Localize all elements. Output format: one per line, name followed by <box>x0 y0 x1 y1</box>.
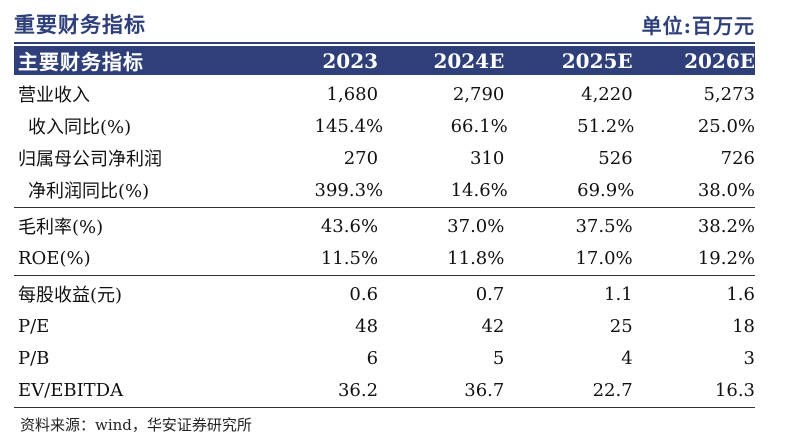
cell: 11.8% <box>447 247 505 269</box>
cell: 25 <box>609 315 633 337</box>
row-label: 毛利率(%) <box>18 217 104 238</box>
cell: 14.6% <box>450 179 508 201</box>
section-divider <box>14 207 755 208</box>
table-row: 归属母公司净利润 270 310 526 726 <box>14 142 755 174</box>
cell: 310 <box>470 147 505 169</box>
table-bottom-border <box>14 407 755 408</box>
row-label: P/E <box>18 315 50 337</box>
cell: 36.2 <box>337 379 379 401</box>
row-label: 归属母公司净利润 <box>18 149 162 170</box>
table-row: 毛利率(%) 43.6% 37.0% 37.5% 38.2% <box>14 210 755 242</box>
cell: 726 <box>720 147 755 169</box>
row-label: 每股收益(元) <box>18 285 123 306</box>
cell: 22.7 <box>592 379 633 401</box>
cell: 37.0% <box>447 215 505 237</box>
cell: 526 <box>598 147 633 169</box>
page-title: 重要财务指标 <box>14 12 146 37</box>
cell: 42 <box>481 315 505 337</box>
cell: 16.3 <box>714 379 755 401</box>
cell: 270 <box>343 147 379 169</box>
table-row: P/E 48 42 25 18 <box>14 310 755 342</box>
cell: 18 <box>732 315 755 337</box>
cell: 17.0% <box>575 247 633 269</box>
row-label: 净利润同比(%) <box>28 181 150 202</box>
cell: 5 <box>492 347 505 369</box>
row-label: 收入同比(%) <box>28 117 132 138</box>
cell: 6 <box>366 347 379 369</box>
unit-label: 单位:百万元 <box>641 13 755 38</box>
cell: 48 <box>355 315 379 337</box>
cell: 19.2% <box>697 247 755 269</box>
cell: 0.6 <box>349 283 379 305</box>
table-row: P/B 6 5 4 3 <box>14 342 755 374</box>
cell: 399.3% <box>314 179 384 201</box>
cell: 5,273 <box>703 83 755 105</box>
source-note: 资料来源：wind，华安证券研究所 <box>20 416 252 434</box>
table-row: ROE(%) 11.5% 11.8% 17.0% 19.2% <box>14 242 755 274</box>
section-divider <box>14 275 755 276</box>
cell: 25.0% <box>697 115 755 137</box>
cell: 66.1% <box>450 115 508 137</box>
column-header-2023: 2023 <box>322 48 379 73</box>
row-label: EV/EBITDA <box>18 379 124 401</box>
cell: 38.2% <box>697 215 755 237</box>
cell: 38.0% <box>697 179 755 201</box>
table-header-bar: 重要财务指标 单位:百万元 <box>14 8 755 40</box>
table-row: 收入同比(%) 145.4% 66.1% 51.2% 25.0% <box>14 110 755 142</box>
cell: 69.9% <box>577 179 635 201</box>
table-row: 净利润同比(%) 399.3% 14.6% 69.9% 38.0% <box>14 174 755 206</box>
cell: 1.6 <box>726 283 755 305</box>
cell: 3 <box>743 347 755 369</box>
row-label: P/B <box>18 347 50 369</box>
cell: 51.2% <box>577 115 635 137</box>
column-header-2026e: 2026E <box>684 48 755 73</box>
cell: 4,220 <box>581 83 633 105</box>
cell: 2,790 <box>452 83 505 105</box>
cell: 43.6% <box>320 215 379 237</box>
cell: 145.4% <box>314 115 384 137</box>
title-divider <box>14 42 755 44</box>
column-header-label: 主要财务指标 <box>18 50 144 74</box>
cell: 1,680 <box>326 83 379 105</box>
table-row: 营业收入 1,680 2,790 4,220 5,273 <box>14 78 755 110</box>
row-label: 营业收入 <box>18 85 90 106</box>
cell: 36.7 <box>464 379 505 401</box>
table-row: EV/EBITDA 36.2 36.7 22.7 16.3 <box>14 374 755 406</box>
table-column-header: 主要财务指标 2023 2024E 2025E 2026E <box>14 46 755 75</box>
cell: 37.5% <box>575 215 633 237</box>
row-label: ROE(%) <box>18 247 91 269</box>
cell: 1.1 <box>604 283 633 305</box>
cell: 11.5% <box>320 247 379 269</box>
cell: 0.7 <box>475 283 505 305</box>
table-row: 每股收益(元) 0.6 0.7 1.1 1.6 <box>14 278 755 310</box>
column-header-2024e: 2024E <box>433 48 505 73</box>
column-header-2025e: 2025E <box>561 48 633 73</box>
cell: 4 <box>621 347 633 369</box>
